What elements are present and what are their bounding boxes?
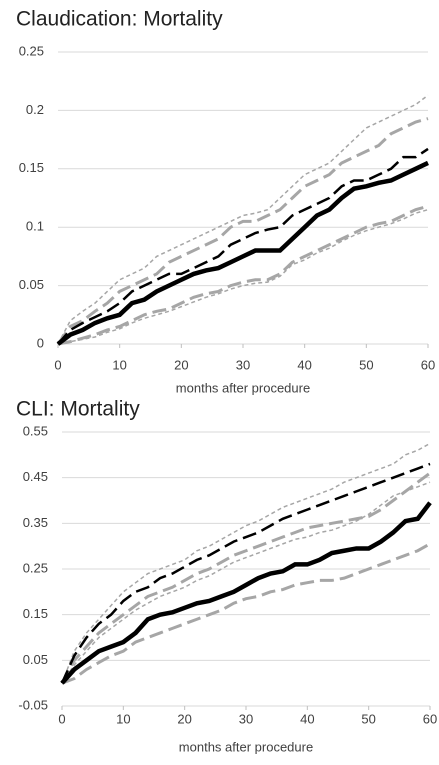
x-tick-label: 50 bbox=[359, 357, 373, 372]
y-tick-label: 0 bbox=[37, 335, 44, 350]
x-tick-label: 50 bbox=[361, 711, 375, 726]
series-line bbox=[57, 208, 429, 345]
x-tick-label: 30 bbox=[236, 357, 250, 372]
series-line bbox=[60, 462, 431, 684]
x-tick-label: 60 bbox=[421, 357, 435, 372]
y-tick-label: 0.15 bbox=[19, 160, 44, 175]
series-line bbox=[56, 160, 429, 346]
y-tick-label: 0.2 bbox=[26, 102, 44, 117]
series-line bbox=[61, 481, 431, 684]
series-line bbox=[57, 94, 429, 345]
series-line bbox=[61, 442, 431, 684]
y-tick-label: 0.05 bbox=[19, 277, 44, 292]
series-line bbox=[56, 117, 429, 345]
y-tick-label: 0.55 bbox=[23, 423, 48, 438]
x-tick-label: 0 bbox=[58, 711, 65, 726]
x-tick-label: 20 bbox=[177, 711, 191, 726]
x-tick-label: 0 bbox=[54, 357, 61, 372]
series-line bbox=[61, 542, 431, 685]
x-axis-label: months after procedure bbox=[176, 380, 310, 395]
x-tick-label: 10 bbox=[116, 711, 130, 726]
x-axis-label: months after procedure bbox=[179, 739, 313, 754]
y-tick-label: 0.35 bbox=[23, 515, 48, 530]
y-tick-label: 0.05 bbox=[23, 652, 48, 667]
x-tick-label: 20 bbox=[174, 357, 188, 372]
x-tick-label: 40 bbox=[297, 357, 311, 372]
chart-title: CLI: Mortality bbox=[16, 398, 140, 421]
x-tick-label: 10 bbox=[112, 357, 126, 372]
series-line bbox=[60, 471, 431, 684]
y-tick-label: 0.15 bbox=[23, 606, 48, 621]
series-line bbox=[60, 501, 432, 685]
x-tick-label: 60 bbox=[423, 711, 437, 726]
y-tick-label: 0.25 bbox=[23, 560, 48, 575]
series-line bbox=[57, 204, 429, 346]
y-tick-label: 0.25 bbox=[19, 43, 44, 58]
y-tick-label: 0.1 bbox=[26, 219, 44, 234]
x-tick-label: 40 bbox=[300, 711, 314, 726]
chart-title: Claudication: Mortality bbox=[16, 8, 223, 31]
x-tick-label: 30 bbox=[239, 711, 253, 726]
y-tick-label: -0.05 bbox=[18, 697, 48, 712]
y-tick-label: 0.45 bbox=[23, 469, 48, 484]
